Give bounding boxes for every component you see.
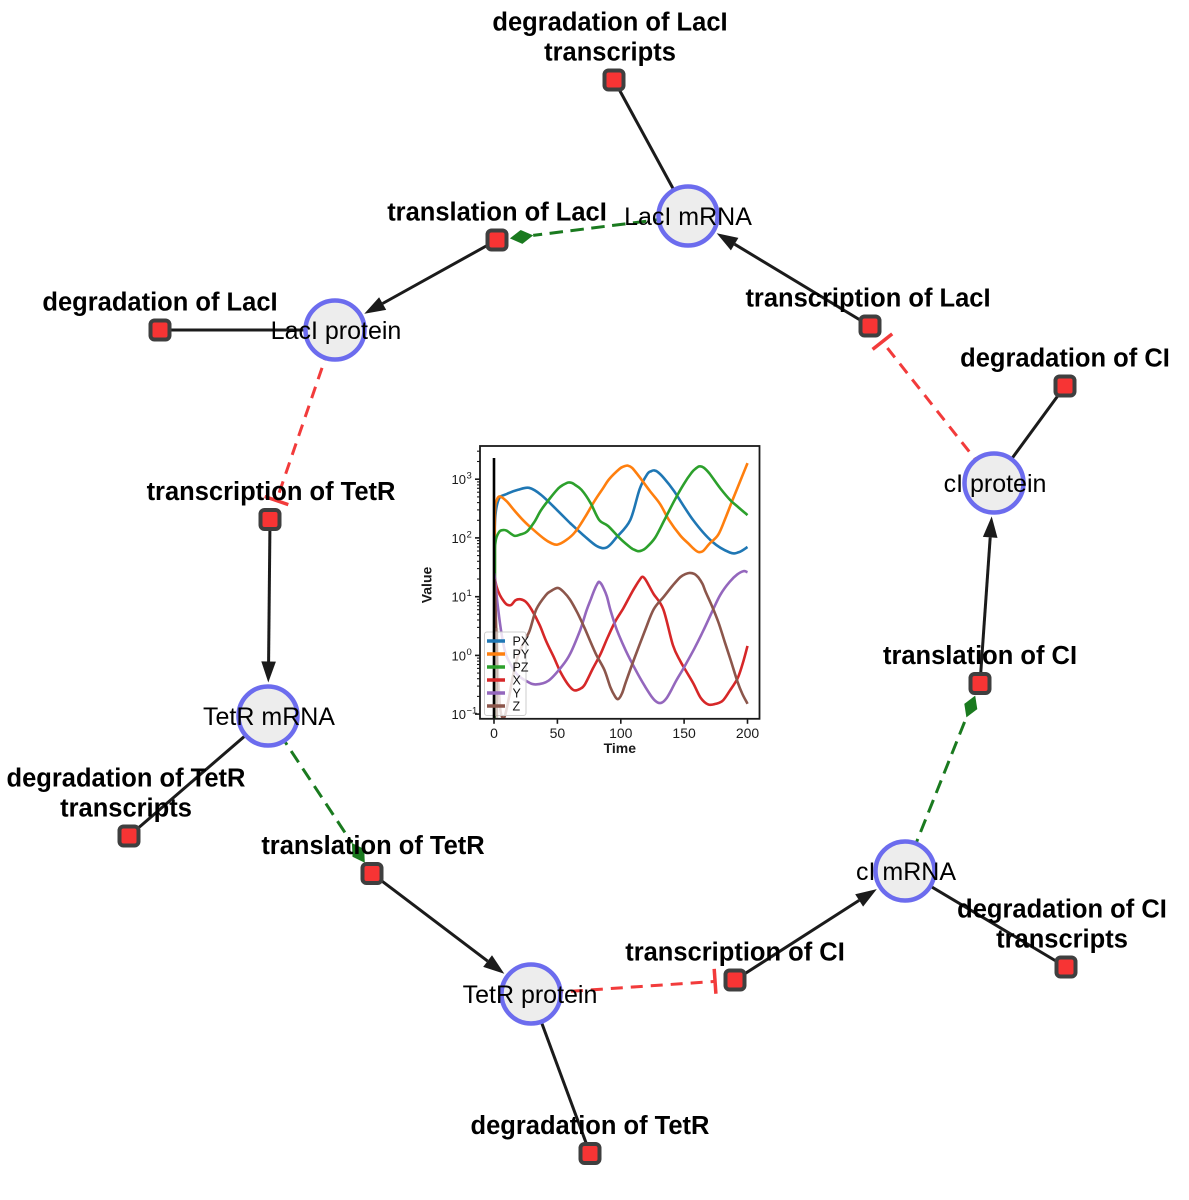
svg-text:−1: −1 — [467, 706, 478, 717]
svg-text:degradation of TetR: degradation of TetR — [7, 764, 246, 792]
svg-text:translation of LacI: translation of LacI — [387, 198, 607, 226]
svg-text:Y: Y — [513, 687, 522, 701]
svg-text:transcription of CI: transcription of CI — [625, 938, 845, 966]
svg-text:LacI mRNA: LacI mRNA — [624, 203, 752, 231]
svg-text:transcription of TetR: transcription of TetR — [147, 478, 396, 506]
svg-text:X: X — [513, 674, 522, 688]
svg-text:cI mRNA: cI mRNA — [856, 858, 956, 886]
svg-text:cI protein: cI protein — [944, 470, 1047, 498]
svg-text:10: 10 — [452, 531, 466, 546]
svg-text:Z: Z — [513, 700, 521, 714]
svg-text:3: 3 — [467, 471, 472, 482]
svg-text:0: 0 — [490, 725, 498, 741]
svg-text:0: 0 — [467, 647, 472, 658]
svg-text:translation of TetR: translation of TetR — [261, 832, 484, 860]
svg-text:10: 10 — [452, 472, 466, 487]
svg-text:PZ: PZ — [513, 661, 529, 675]
svg-text:degradation of LacI: degradation of LacI — [492, 8, 727, 36]
svg-text:150: 150 — [672, 725, 696, 741]
svg-text:Value: Value — [419, 567, 435, 604]
svg-text:LacI protein: LacI protein — [271, 317, 402, 345]
svg-text:10: 10 — [452, 707, 466, 722]
svg-text:TetR protein: TetR protein — [463, 981, 598, 1009]
svg-text:10: 10 — [452, 590, 466, 605]
svg-text:Time: Time — [604, 740, 637, 756]
svg-text:transcripts: transcripts — [60, 794, 192, 822]
svg-text:50: 50 — [550, 725, 566, 741]
svg-text:transcripts: transcripts — [544, 38, 676, 66]
svg-text:PY: PY — [513, 648, 530, 662]
svg-text:translation of CI: translation of CI — [883, 642, 1077, 670]
svg-text:degradation of CI: degradation of CI — [957, 895, 1167, 923]
svg-text:PX: PX — [513, 635, 530, 649]
svg-text:1: 1 — [467, 588, 472, 599]
svg-text:degradation of TetR: degradation of TetR — [471, 1112, 710, 1140]
svg-text:10: 10 — [452, 648, 466, 663]
svg-text:transcription of LacI: transcription of LacI — [745, 284, 990, 312]
svg-text:2: 2 — [467, 529, 472, 540]
svg-text:TetR mRNA: TetR mRNA — [203, 703, 335, 731]
svg-text:degradation of CI: degradation of CI — [960, 344, 1170, 372]
svg-text:100: 100 — [609, 725, 633, 741]
svg-text:200: 200 — [736, 725, 760, 741]
svg-text:transcripts: transcripts — [996, 925, 1128, 953]
svg-text:degradation of LacI: degradation of LacI — [42, 288, 277, 316]
